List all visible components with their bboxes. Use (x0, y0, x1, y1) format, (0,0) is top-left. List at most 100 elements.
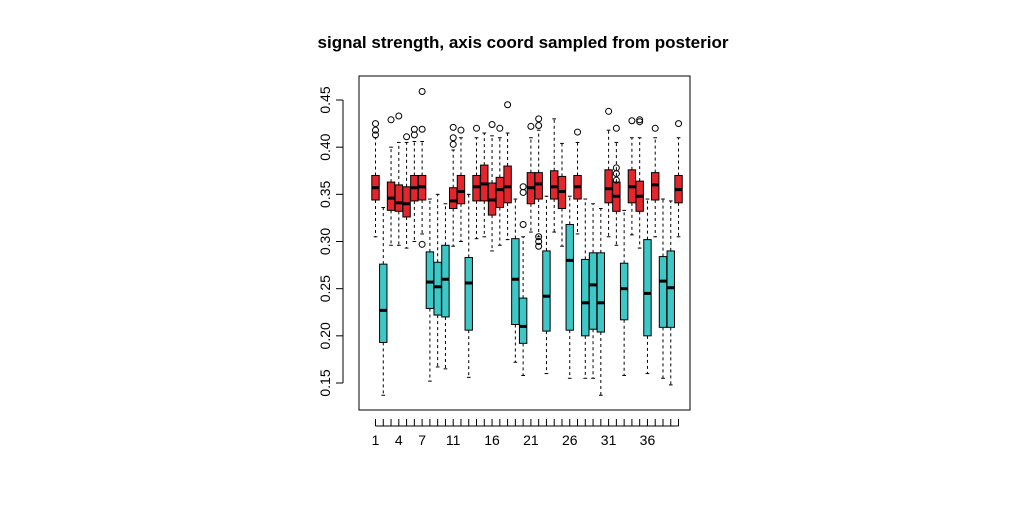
x-tick-label: 21 (523, 432, 539, 448)
box-30 (596, 207, 606, 396)
y-tick-label: 0.20 (317, 322, 333, 349)
outlier-point (418, 88, 426, 96)
x-tick-label: 26 (562, 432, 578, 448)
outlier-point (410, 125, 418, 133)
x-axis: 1 4 7 11 16 21 26 31 36 (372, 419, 680, 448)
x-tick-label: 11 (446, 432, 461, 448)
box-31 (604, 107, 613, 238)
boxes-layer (371, 88, 683, 396)
y-tick-label: 0.35 (317, 180, 333, 207)
y-axis: 0.15 0.20 0.25 0.30 0.35 0.40 0.45 (317, 86, 344, 397)
box-body (495, 176, 505, 209)
outlier-point (395, 112, 403, 120)
x-tick-label: 16 (484, 432, 500, 448)
box-body (581, 258, 590, 337)
box-17 (495, 124, 505, 246)
box-body (425, 251, 435, 309)
outlier-point (628, 117, 636, 125)
box-16 (487, 121, 497, 252)
box-body (511, 238, 520, 326)
outlier-point (675, 120, 683, 128)
box-3 (386, 116, 396, 246)
outlier-point (418, 125, 426, 133)
y-tick-label: 0.45 (317, 86, 333, 113)
box-body (619, 262, 629, 321)
box-40 (674, 120, 683, 238)
box-11 (449, 123, 458, 247)
x-tick-label: 7 (418, 432, 426, 448)
box-6 (410, 125, 419, 242)
box-19 (511, 198, 520, 363)
outlier-point (418, 240, 426, 248)
box-20 (518, 183, 528, 376)
outlier-point (372, 126, 379, 134)
y-tick-label: 0.25 (317, 275, 333, 302)
outlier-point (651, 124, 659, 132)
y-tick-label: 0.15 (317, 369, 333, 396)
outlier-point (457, 126, 465, 134)
outlier-point (504, 101, 512, 109)
outlier-point (636, 116, 644, 124)
outlier-point (496, 124, 504, 132)
box-body (534, 172, 543, 200)
outlier-point (519, 183, 527, 191)
outlier-point (519, 188, 527, 196)
box-9 (433, 193, 442, 368)
box-body (550, 170, 559, 200)
box-22 (534, 115, 543, 250)
box-23 (542, 195, 551, 375)
outlier-point (387, 116, 395, 124)
plot-frame (358, 75, 691, 411)
outlier-point (403, 133, 411, 141)
box-14 (472, 124, 481, 240)
box-body (643, 239, 652, 337)
box-25 (557, 142, 567, 247)
box-2 (379, 207, 388, 396)
outlier-point (535, 233, 543, 241)
outlier-point (473, 124, 481, 132)
box-body (394, 184, 404, 212)
box-body (588, 252, 598, 330)
outlier-point (612, 164, 620, 172)
y-tick-label: 0.30 (317, 228, 333, 255)
box-8 (425, 198, 435, 382)
box-body (433, 261, 442, 316)
outlier-point (636, 118, 644, 126)
box-13 (464, 193, 473, 378)
box-body (464, 257, 473, 331)
outlier-point (410, 131, 418, 139)
box-36 (643, 198, 652, 375)
box-28 (581, 198, 590, 379)
box-12 (456, 126, 466, 242)
box-body (503, 165, 512, 204)
outlier-point (449, 140, 457, 148)
box-4 (394, 112, 404, 246)
box-24 (550, 118, 559, 233)
outlier-point (372, 120, 379, 128)
outlier-point (519, 221, 527, 229)
outlier-point (612, 124, 620, 132)
box-body (604, 169, 613, 204)
box-body (542, 250, 551, 332)
box-37 (651, 124, 660, 238)
outlier-point (605, 107, 613, 115)
outlier-point (527, 122, 535, 130)
box-21 (526, 122, 536, 233)
outlier-point (449, 123, 457, 131)
outlier-point (535, 121, 543, 129)
x-tick-label: 31 (601, 432, 617, 448)
box-body (658, 256, 668, 328)
box-body (456, 174, 466, 205)
outlier-point (372, 131, 379, 139)
box-26 (565, 195, 574, 379)
box-27 (573, 128, 582, 235)
box-body (518, 297, 528, 344)
y-tick-label: 0.40 (317, 133, 333, 160)
box-18 (503, 101, 512, 241)
box-35 (635, 116, 644, 249)
box-34 (627, 117, 637, 236)
box-10 (441, 203, 450, 370)
box-39 (666, 200, 675, 386)
box-32 (612, 124, 621, 246)
box-38 (658, 198, 668, 379)
